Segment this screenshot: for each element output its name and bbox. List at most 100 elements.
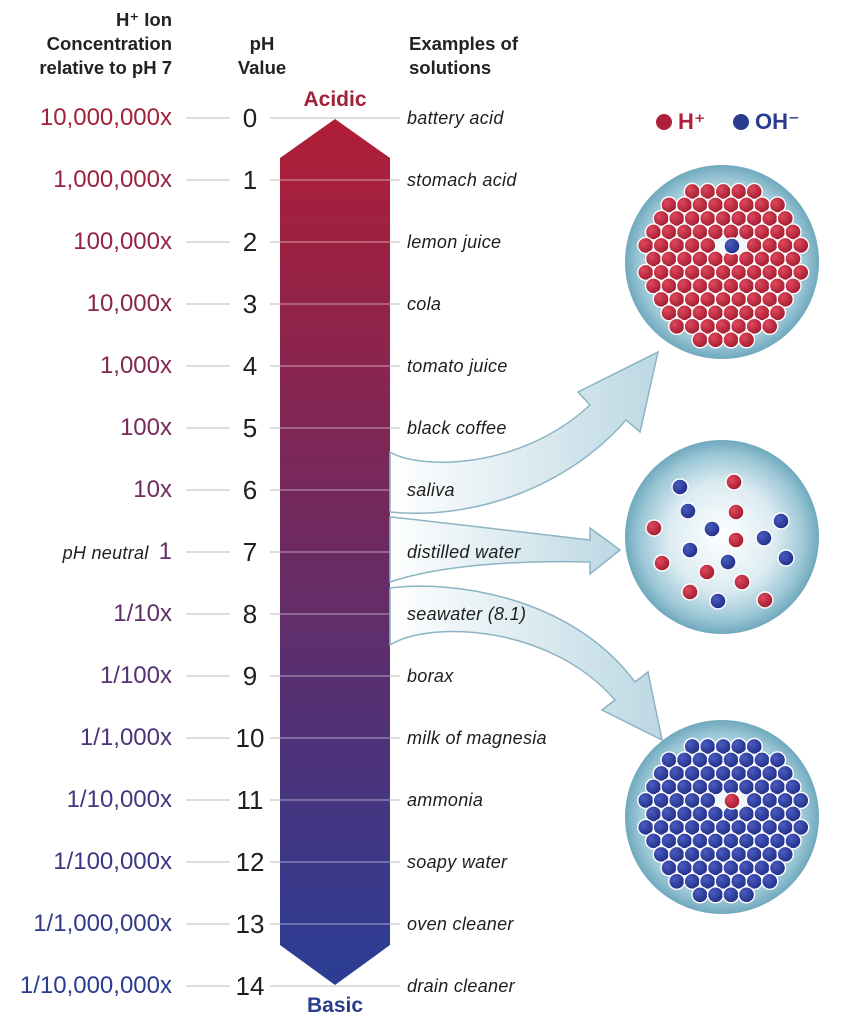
examples-header-line: Examples of — [409, 33, 518, 54]
arrow-to-neutral-sample — [389, 516, 622, 584]
acidic-label: Acidic — [303, 88, 367, 111]
oh-ion-dot — [737, 886, 756, 904]
example-solution: seawater (8.1) — [407, 604, 527, 624]
legend-h-label: H⁺ — [678, 109, 706, 134]
example-solution: black coffee — [407, 418, 507, 438]
ph-value: 9 — [242, 661, 258, 691]
ph-value: 1 — [242, 165, 258, 195]
oh-ion-dot — [772, 512, 790, 530]
example-solution: distilled water — [407, 542, 521, 562]
concentration-value: 1,000,000x — [53, 166, 172, 193]
example-solution: drain cleaner — [407, 976, 515, 996]
h-ion-dot — [645, 519, 663, 537]
concentration-value: 1/100,000x — [53, 848, 172, 875]
oh-ion-dot — [792, 818, 810, 837]
ph-value: 6 — [242, 475, 258, 505]
oh-ion-dot — [761, 872, 779, 891]
ph-neutral-note: pH neutral — [62, 543, 149, 563]
h-ion-dot — [698, 563, 716, 581]
ph-header-line: pH — [249, 33, 275, 54]
ph-value: 3 — [242, 289, 258, 319]
h-ion-dot — [768, 196, 787, 214]
h-ion-dot — [725, 473, 743, 491]
ph-value: 7 — [242, 537, 258, 567]
red-dot-icon — [656, 114, 672, 130]
oh-ion-dot — [784, 832, 802, 850]
concentration-value: 10,000x — [86, 290, 172, 317]
legend-oh-ion: OH⁻ — [733, 108, 800, 136]
oh-ion-dot — [755, 529, 773, 547]
example-solution: lemon juice — [407, 232, 502, 252]
h-ion-dot — [761, 317, 779, 336]
examples-header-line: solutions — [409, 57, 492, 78]
h-ion-dot — [784, 250, 802, 268]
concentration-column-header: H⁺ Ion Concentration relative to pH 7 — [39, 8, 172, 80]
ph-value: 4 — [242, 351, 258, 381]
oh-ion-dot — [723, 237, 741, 255]
h-ion-dot — [727, 503, 745, 521]
oh-ion-dot — [719, 553, 737, 571]
example-solution: milk of magnesia — [407, 728, 547, 748]
oh-ion-dot — [699, 791, 717, 810]
oh-ion-dot — [776, 845, 794, 864]
ph-value: 0 — [242, 103, 258, 133]
concentration-value: 1/10,000,000x — [19, 972, 172, 999]
blue-dot-icon — [733, 114, 749, 130]
legend-h-ion: H⁺ — [656, 108, 706, 136]
oh-ion-dot — [722, 886, 740, 904]
concentration-value: 1,000x — [99, 352, 172, 379]
oh-ion-dot — [681, 541, 699, 559]
concentration-value: 10,000,000x — [39, 104, 172, 131]
concentration-value: 1/1,000,000x — [33, 910, 172, 937]
example-solution: tomato juice — [407, 356, 508, 376]
concentration-header-line: Concentration — [46, 33, 172, 54]
ph-value-column-header: pH Value — [212, 32, 312, 80]
oh-ion-dot — [784, 778, 802, 796]
concentration-value-text: 1 — [158, 538, 172, 565]
h-ion-dot — [722, 331, 740, 349]
example-solution: cola — [407, 294, 442, 314]
example-solution: borax — [407, 666, 454, 686]
oh-ion-dot — [776, 764, 794, 783]
arrow-to-basic-sample — [389, 585, 664, 742]
ph-value: 13 — [235, 909, 265, 939]
concentration-value: 10x — [133, 476, 172, 503]
concentration-value: pH neutral 1 — [63, 538, 172, 567]
oh-ion-dot — [768, 751, 787, 769]
oh-ion-dot — [703, 520, 721, 538]
ph-value: 12 — [235, 847, 265, 877]
h-ion-dot — [737, 331, 756, 349]
acidic-sample-ions — [637, 182, 810, 349]
h-ion-dot — [776, 290, 794, 309]
example-solution: battery acid — [407, 108, 504, 128]
neutral-sample-ions — [645, 473, 795, 610]
oh-ion-dot — [671, 478, 689, 496]
ph-value: 11 — [236, 785, 264, 815]
example-solution: ammonia — [407, 790, 484, 810]
oh-ion-dot — [768, 859, 787, 877]
concentration-value: 1/1,000x — [79, 724, 172, 751]
h-ion-dot — [733, 573, 751, 591]
h-ion-dot — [784, 277, 802, 295]
ph-header-line: Value — [237, 57, 287, 78]
oh-ion-dot — [679, 502, 697, 520]
h-ion-dot — [706, 331, 725, 349]
concentration-value: 1/10,000x — [66, 786, 172, 813]
concentration-header-line: relative to pH 7 — [39, 57, 172, 78]
examples-column-header: Examples of solutions — [409, 32, 518, 80]
oh-ion-dot — [745, 737, 763, 756]
example-solution: oven cleaner — [407, 914, 514, 934]
ph-value: 10 — [235, 723, 265, 753]
h-ion-dot — [792, 236, 810, 255]
oh-ion-dot — [777, 549, 795, 567]
h-ion-dot — [792, 263, 810, 282]
oh-ion-dot — [691, 886, 709, 904]
example-solution: soapy water — [407, 852, 508, 872]
example-solution: stomach acid — [407, 170, 517, 190]
legend-oh-label: OH⁻ — [755, 109, 800, 134]
concentration-header-line: H⁺ Ion — [115, 9, 172, 30]
oh-ion-dot — [706, 886, 725, 904]
basic-label: Basic — [306, 994, 364, 1017]
oh-ion-dot — [709, 592, 727, 610]
